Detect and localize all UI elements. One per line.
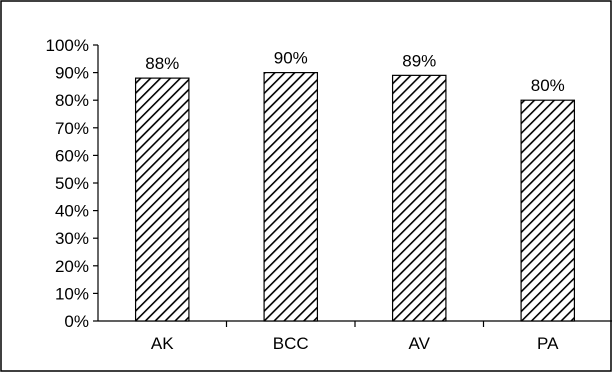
- y-tick-label: 30%: [55, 229, 89, 248]
- y-tick-label: 90%: [55, 64, 89, 83]
- y-tick-label: 0%: [64, 312, 89, 331]
- bar-pa: [520, 99, 576, 322]
- bar-bcc: [263, 71, 319, 322]
- x-tick-label-pa: PA: [537, 334, 559, 353]
- data-label-ak: 88%: [145, 54, 179, 73]
- y-tick-label: 60%: [55, 146, 89, 165]
- data-label-av: 89%: [402, 51, 436, 70]
- bar-av: [391, 74, 447, 322]
- x-tick-label-av: AV: [409, 334, 431, 353]
- bar-ak: [134, 77, 190, 322]
- y-tick-label: 80%: [55, 91, 89, 110]
- y-tick-label: 10%: [55, 284, 89, 303]
- data-label-pa: 80%: [531, 76, 565, 95]
- bars: [134, 71, 576, 322]
- data-labels: 88% 90% 89% 80%: [145, 49, 565, 96]
- x-tick-label-bcc: BCC: [273, 334, 309, 353]
- x-axis: AK BCC AV PA: [98, 320, 612, 353]
- data-label-bcc: 90%: [274, 49, 308, 68]
- y-tick-label: 50%: [55, 174, 89, 193]
- y-tick-label: 20%: [55, 257, 89, 276]
- y-tick-label: 100%: [46, 36, 89, 55]
- y-tick-label: 40%: [55, 202, 89, 221]
- y-tick-label: 70%: [55, 119, 89, 138]
- y-axis: 0% 10% 20% 30% 40% 50% 60% 70% 80% 90% 100%: [46, 36, 99, 331]
- x-tick-label-ak: AK: [151, 334, 174, 353]
